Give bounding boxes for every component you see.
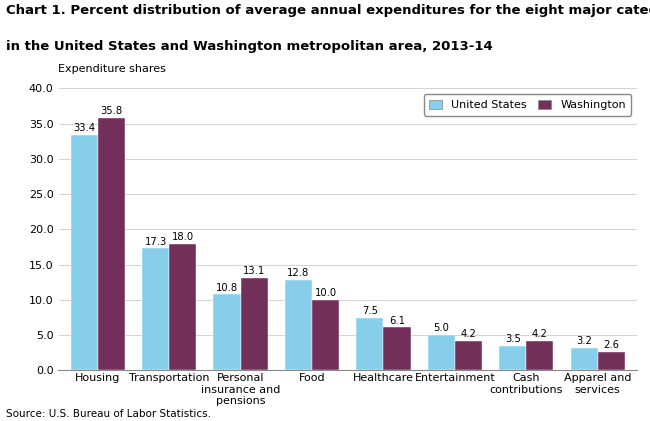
Text: 33.4: 33.4: [73, 123, 95, 133]
Text: Chart 1. Percent distribution of average annual expenditures for the eight major: Chart 1. Percent distribution of average…: [6, 4, 650, 17]
Text: 4.2: 4.2: [460, 329, 476, 339]
Bar: [169, 243, 196, 370]
Text: Expenditure shares: Expenditure shares: [58, 64, 166, 74]
Text: 18.0: 18.0: [172, 232, 194, 242]
Text: 10.0: 10.0: [315, 288, 337, 298]
Bar: [71, 135, 97, 370]
Text: 10.8: 10.8: [216, 282, 238, 293]
Bar: [571, 348, 598, 370]
Text: 3.2: 3.2: [576, 336, 592, 346]
Bar: [312, 300, 339, 370]
Bar: [240, 278, 268, 370]
Text: 12.8: 12.8: [287, 269, 309, 278]
Bar: [356, 317, 384, 370]
Text: 13.1: 13.1: [243, 266, 265, 276]
Legend: United States, Washington: United States, Washington: [424, 94, 631, 115]
Bar: [499, 346, 526, 370]
Bar: [598, 352, 625, 370]
Text: 17.3: 17.3: [144, 237, 167, 247]
Bar: [526, 341, 553, 370]
Text: 6.1: 6.1: [389, 316, 405, 326]
Text: 2.6: 2.6: [603, 341, 619, 350]
Bar: [455, 341, 482, 370]
Text: Source: U.S. Bureau of Labor Statistics.: Source: U.S. Bureau of Labor Statistics.: [6, 409, 211, 419]
Text: in the United States and Washington metropolitan area, 2013-14: in the United States and Washington metr…: [6, 40, 493, 53]
Bar: [142, 248, 169, 370]
Text: 35.8: 35.8: [100, 106, 122, 116]
Bar: [98, 118, 125, 370]
Bar: [428, 335, 455, 370]
Text: 7.5: 7.5: [362, 306, 378, 316]
Bar: [213, 294, 240, 370]
Text: 4.2: 4.2: [532, 329, 548, 339]
Text: 3.5: 3.5: [505, 334, 521, 344]
Bar: [285, 280, 312, 370]
Bar: [384, 328, 411, 370]
Text: 5.0: 5.0: [434, 323, 449, 333]
